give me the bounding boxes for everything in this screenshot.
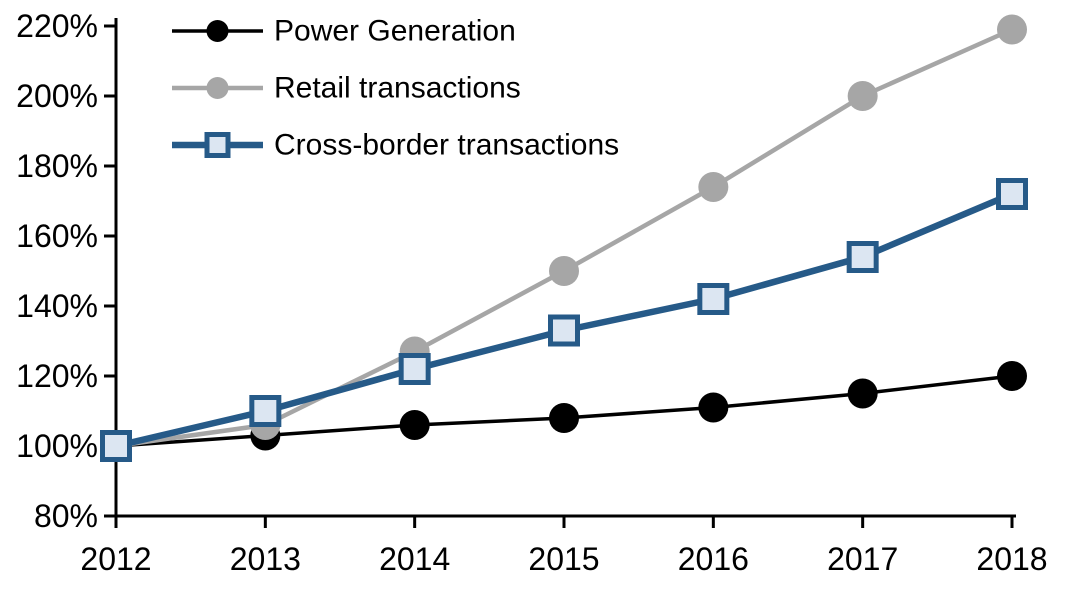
y-axis-label: 120% [16, 358, 98, 394]
legend-retail-transactions-label: Retail transactions [274, 72, 521, 105]
y-axis-label: 160% [16, 218, 98, 254]
series-cross-border-transactions-marker [249, 395, 282, 427]
x-axis-label: 2014 [379, 541, 450, 577]
series-cross-border-transactions-marker [100, 430, 132, 462]
x-axis-label: 2016 [678, 541, 749, 577]
x-axis-label: 2015 [528, 541, 599, 577]
x-axis-label: 2013 [230, 541, 301, 577]
legend-power-generation-label: Power Generation [274, 15, 516, 48]
legend-power-generation-marker [206, 20, 229, 42]
series-retail-transactions-marker [847, 81, 878, 111]
series-retail-transactions-marker [549, 256, 579, 286]
series-retail-transactions-marker [997, 14, 1027, 45]
y-axis-label: 100% [16, 428, 98, 464]
y-axis-label: 180% [16, 148, 98, 184]
legend-cross-border-transactions-label: Cross-border transactions [274, 129, 619, 162]
y-axis-label: 80% [34, 498, 98, 534]
x-axis-label: 2017 [827, 541, 898, 577]
x-axis-label: 2018 [976, 541, 1047, 577]
series-retail-transactions-marker [698, 172, 729, 202]
series-cross-border-transactions-marker [846, 241, 879, 273]
legend-cross-border-transactions-marker [204, 132, 231, 158]
series-power-generation-marker [997, 361, 1027, 391]
series-cross-border-transactions-marker [697, 283, 730, 315]
series-power-generation-marker [698, 392, 729, 423]
x-axis-label: 2012 [80, 541, 151, 577]
series-cross-border-transactions-marker [548, 314, 580, 347]
series-power-generation-marker [847, 378, 878, 409]
series-cross-border-transactions-marker [996, 178, 1028, 210]
y-axis-label: 200% [16, 78, 98, 114]
y-axis-label: 220% [16, 8, 98, 44]
y-axis-label: 140% [16, 288, 98, 324]
series-power-generation-marker [399, 410, 430, 440]
series-retail-transactions-line [115, 27, 1013, 449]
series-power-generation-marker [549, 403, 579, 433]
series-cross-border-transactions-marker [398, 353, 431, 385]
legend-retail-transactions-marker [206, 77, 229, 99]
